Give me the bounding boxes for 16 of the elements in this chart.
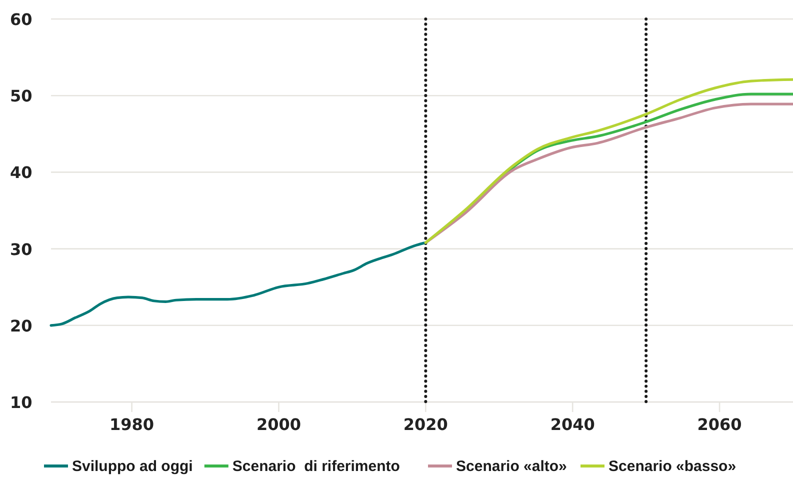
legend-label: Scenario «alto» — [456, 458, 567, 475]
legend-label: Sviluppo ad oggi — [72, 458, 193, 475]
y-tick-label: 40 — [10, 163, 32, 182]
x-tick-label: 2040 — [550, 415, 595, 434]
line-series — [50, 241, 427, 327]
y-tick-label: 10 — [10, 393, 32, 412]
x-tick-label: 1980 — [110, 415, 154, 434]
x-tick-label: 2060 — [697, 415, 742, 434]
x-tick-label: 2020 — [403, 415, 448, 434]
y-tick-label: 50 — [10, 86, 32, 106]
legend-label: Scenario «basso» — [608, 458, 736, 475]
legend-label: Scenario di riferimento — [232, 458, 400, 475]
y-tick-label: 20 — [10, 316, 32, 336]
x-tick-label: 2000 — [256, 415, 302, 434]
y-tick-label: 60 — [10, 10, 32, 29]
y-tick-label: 30 — [10, 240, 32, 259]
